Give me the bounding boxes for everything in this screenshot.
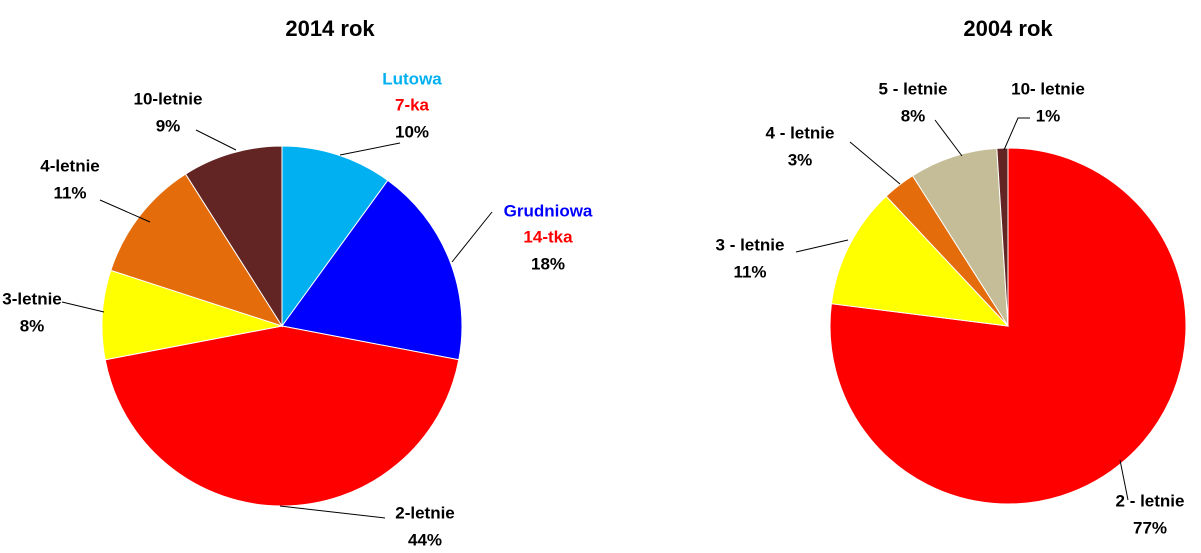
slice-label: 2-letnie xyxy=(395,503,455,522)
value-label: 9% xyxy=(156,116,181,135)
leader-line xyxy=(279,505,386,519)
chart-title: 2014 rok xyxy=(285,16,375,41)
pie-slice xyxy=(110,173,284,327)
pie-slice xyxy=(996,147,1009,327)
leader-line xyxy=(1003,117,1030,151)
slice-label: 3 - letnie xyxy=(716,235,785,254)
pie-slice xyxy=(281,145,389,328)
slice-label: Grudniowa xyxy=(504,201,593,220)
pie-slice xyxy=(101,269,283,361)
leader-line xyxy=(795,239,849,253)
leader-line xyxy=(195,129,237,151)
value-label: 8% xyxy=(901,106,926,125)
pie-slice xyxy=(830,195,1010,327)
slice-label: 4-letnie xyxy=(40,156,100,175)
leader-line xyxy=(61,301,105,313)
value-label: 10% xyxy=(395,122,429,141)
leader-line xyxy=(451,211,493,263)
leader-line xyxy=(99,199,151,223)
slice-label: 4 - letnie xyxy=(766,123,835,142)
pie-slice xyxy=(829,147,1187,505)
slice-note: 14-tka xyxy=(523,227,573,246)
slice-label: 10-letnie xyxy=(134,89,203,108)
pie-slice xyxy=(184,145,283,328)
chart-title: 2004 rok xyxy=(963,16,1053,41)
value-label: 11% xyxy=(53,183,86,202)
value-label: 77% xyxy=(1133,518,1167,537)
slice-label: 2 - letnie xyxy=(1116,491,1185,510)
pie-slice xyxy=(911,147,1009,327)
pie-slice xyxy=(281,179,463,361)
leader-line xyxy=(1119,459,1129,501)
slice-label: 10- letnie xyxy=(1011,79,1085,98)
leader-line xyxy=(849,141,901,185)
value-label: 8% xyxy=(20,316,45,335)
value-label: 44% xyxy=(408,530,442,548)
slice-note: 7-ka xyxy=(395,95,430,114)
slice-label: 3-letnie xyxy=(2,289,62,308)
leader-line xyxy=(339,142,401,156)
value-label: 1% xyxy=(1036,106,1061,125)
slice-label: Lutowa xyxy=(382,69,442,88)
value-label: 11% xyxy=(733,262,766,281)
slice-label: 5 - letnie xyxy=(879,79,948,98)
leader-line xyxy=(934,119,963,157)
value-label: 3% xyxy=(788,150,813,169)
pie-slice xyxy=(104,325,460,507)
value-label: 18% xyxy=(531,254,565,273)
